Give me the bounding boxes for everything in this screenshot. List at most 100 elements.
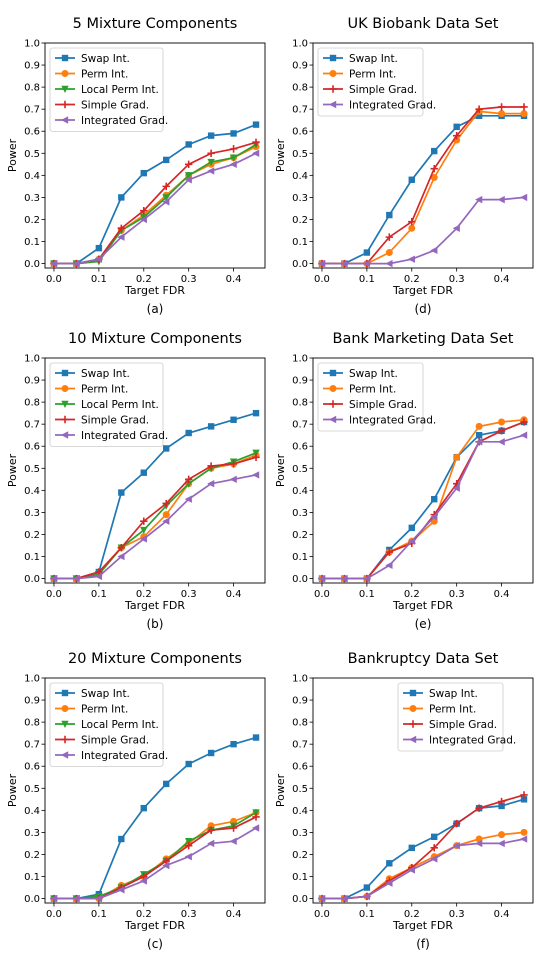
x-tick-label: 0.1: [91, 274, 107, 285]
data-point: [229, 160, 237, 169]
y-tick-label: 0.1: [24, 872, 40, 883]
x-axis-label: Target FDR: [392, 919, 453, 932]
data-point: [252, 121, 260, 128]
data-point: [229, 154, 238, 162]
data-point: [184, 495, 192, 503]
data-point: [117, 552, 125, 561]
legend-marker: [409, 735, 417, 744]
data-point: [229, 824, 238, 832]
data-point: [385, 548, 394, 556]
data-point: [185, 429, 192, 437]
data-point: [452, 841, 460, 850]
chart-panel-d: UK Biobank Data Set 0.0 0.1 0.2 0.3 0.4 0.5 0.6…: [274, 16, 534, 316]
legend: Swap Int. Perm Int. Simple Grad. Integrated…: [317, 47, 436, 117]
panel-label: (b): [147, 617, 164, 631]
x-tick-label: 0.3: [181, 909, 197, 920]
y-tick-label: 0.6: [292, 127, 308, 138]
data-point: [139, 535, 147, 543]
x-tick-label: 0.0: [314, 274, 330, 285]
data-point: [386, 860, 393, 867]
data-point: [252, 409, 260, 417]
series-line: [322, 418, 525, 580]
legend-marker: [329, 70, 337, 77]
series-swap-int: [318, 112, 528, 267]
y-tick-label: 0.7: [292, 740, 308, 751]
series-line: [54, 816, 257, 900]
y-tick-label: 0.6: [292, 442, 308, 453]
y-tick-label: 0.7: [24, 105, 40, 116]
series-integrated-grad: [317, 431, 528, 583]
y-tick-label: 0.4: [292, 486, 308, 497]
series-line: [322, 421, 525, 580]
legend: Swap Int. Perm Int. Local Perm Int. Simple …: [49, 682, 168, 767]
x-axis-label: Target FDR: [124, 919, 185, 932]
data-point: [49, 574, 58, 583]
data-point: [163, 780, 170, 788]
data-point: [520, 193, 528, 202]
legend-entry-label: Swap Int.: [81, 368, 130, 380]
plot-area-frame: [312, 42, 534, 269]
data-point: [385, 259, 393, 268]
y-tick-label: 0.0: [24, 574, 40, 585]
y-tick-label: 0.9: [292, 61, 308, 72]
data-point: [520, 110, 528, 118]
data-point: [139, 877, 147, 885]
data-point: [431, 147, 438, 155]
data-point: [184, 841, 193, 850]
data-point: [430, 174, 438, 182]
series-line: [322, 110, 524, 265]
y-tick-label: 0.6: [24, 127, 40, 138]
data-point: [117, 233, 125, 241]
data-point: [453, 123, 460, 131]
chart-title: Bankruptcy Data Set: [348, 651, 499, 667]
chart-title: 5 Mixture Components: [73, 16, 238, 32]
y-tick-label: 0.8: [24, 718, 40, 729]
y-tick-label: 0.2: [292, 215, 308, 226]
legend-marker: [61, 751, 69, 759]
x-tick-label: 0.4: [494, 274, 510, 285]
legend-marker: [61, 431, 69, 439]
data-point: [207, 839, 215, 848]
y-tick-label: 0.3: [292, 508, 308, 519]
legend-marker: [61, 400, 69, 408]
x-tick-label: 0.0: [314, 909, 330, 920]
series-line: [322, 114, 524, 265]
data-point: [184, 838, 193, 846]
series-swap-int: [50, 121, 260, 267]
y-tick-label: 0.3: [292, 193, 308, 204]
series-perm-int: [318, 828, 528, 903]
data-point: [340, 259, 348, 268]
data-point: [185, 141, 192, 148]
legend-entry-label: Simple Grad.: [349, 399, 417, 411]
data-point: [475, 432, 483, 439]
panel-label: (c): [147, 937, 163, 951]
legend-marker: [409, 705, 417, 712]
data-point: [452, 819, 461, 828]
data-point: [207, 423, 215, 430]
x-tick-label: 0.2: [136, 589, 152, 600]
data-point: [362, 259, 371, 268]
x-tick-label: 0.3: [181, 274, 197, 285]
data-point: [363, 884, 371, 891]
y-axis-label: Power: [274, 138, 287, 172]
legend-entry-label: Integrated Grad.: [349, 99, 436, 111]
legend-marker: [61, 720, 69, 728]
data-point: [452, 224, 460, 232]
data-point: [184, 176, 192, 184]
plot-area-frame: [44, 357, 266, 584]
x-tick-label: 0.3: [449, 909, 465, 920]
data-point: [162, 182, 170, 191]
legend-marker: [61, 415, 69, 424]
legend-entry-label: Swap Int.: [81, 53, 130, 65]
legend-entry-label: Integrated Grad.: [429, 734, 516, 746]
legend-frame: [49, 47, 164, 132]
x-tick-label: 0.2: [404, 274, 420, 285]
legend: Swap Int. Perm Int. Local Perm Int. Simple …: [49, 47, 168, 132]
data-point: [229, 145, 238, 153]
x-tick-label: 0.3: [449, 274, 465, 285]
legend-entry-label: Integrated Grad.: [81, 750, 168, 762]
legend-marker: [61, 85, 69, 93]
data-point: [408, 524, 415, 532]
y-tick-label: 0.1: [292, 552, 308, 563]
data-point: [408, 217, 416, 226]
